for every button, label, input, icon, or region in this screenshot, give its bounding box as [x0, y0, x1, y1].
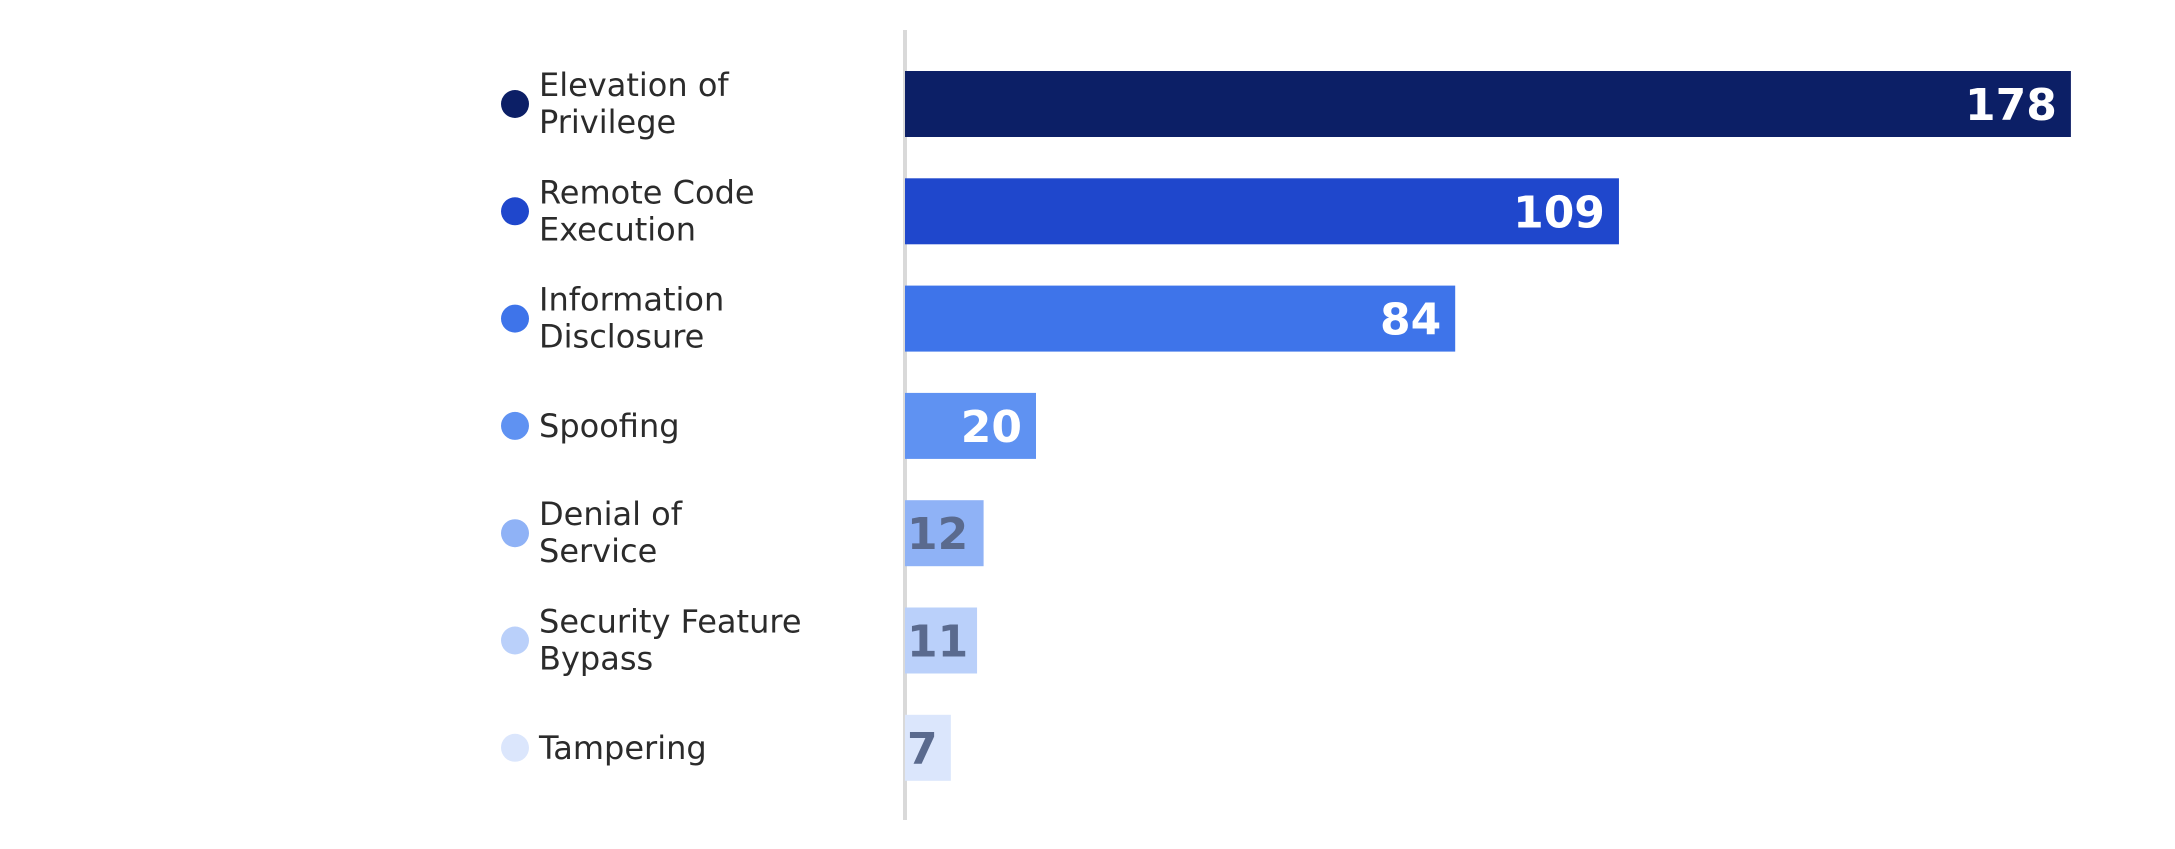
category-label-line: Elevation of — [539, 66, 729, 104]
category-label: Tampering — [538, 729, 707, 767]
category-label: Remote Code Execution — [539, 173, 755, 248]
category-dot-marker — [501, 626, 529, 655]
category-dot-marker — [501, 733, 529, 762]
category-label-line: Denial of — [539, 495, 683, 533]
category-label-line: Privilege — [539, 103, 676, 141]
category-dot-marker — [501, 90, 529, 118]
category-label-line: Execution — [539, 210, 696, 248]
bar-value-label: 84 — [1380, 295, 1441, 346]
bar — [905, 392, 1036, 459]
bar — [905, 500, 984, 567]
bar — [905, 714, 951, 781]
category-dot-marker — [501, 304, 529, 333]
bar — [905, 607, 978, 674]
bar-value-label: 20 — [961, 402, 1022, 453]
bar — [905, 71, 2071, 137]
category-label-line: Bypass — [539, 640, 653, 678]
bar-value-label: 7 — [907, 724, 938, 775]
category-label: Spoofing — [539, 407, 680, 445]
bar-value-label: 12 — [907, 509, 968, 560]
bar — [905, 285, 1456, 352]
category-label-line: Spoofing — [539, 407, 680, 445]
category-label-line: Security Feature — [539, 603, 802, 641]
bar — [905, 178, 1619, 245]
category-label: Denial of Service — [539, 495, 683, 570]
chart-rows: 178 Elevation of Privilege 109 Remote Code Ex… — [501, 66, 2071, 781]
category-label: Security Feature Bypass — [539, 603, 802, 678]
category-dot-marker — [501, 411, 529, 440]
bar-value-label: 11 — [907, 617, 968, 668]
category-label-line: Disclosure — [539, 318, 704, 356]
category-label-line: Tampering — [538, 729, 707, 767]
category-label-line: Information — [539, 281, 724, 319]
category-label: Elevation of Privilege — [539, 66, 729, 141]
category-label-line: Remote Code — [539, 173, 755, 211]
category-label-line: Service — [539, 532, 657, 570]
category-dot-marker — [501, 519, 529, 548]
bar-value-label: 178 — [1965, 80, 2057, 131]
bar-value-label: 109 — [1513, 187, 1605, 238]
category-label: Information Disclosure — [539, 281, 724, 356]
category-dot-marker — [501, 197, 529, 226]
